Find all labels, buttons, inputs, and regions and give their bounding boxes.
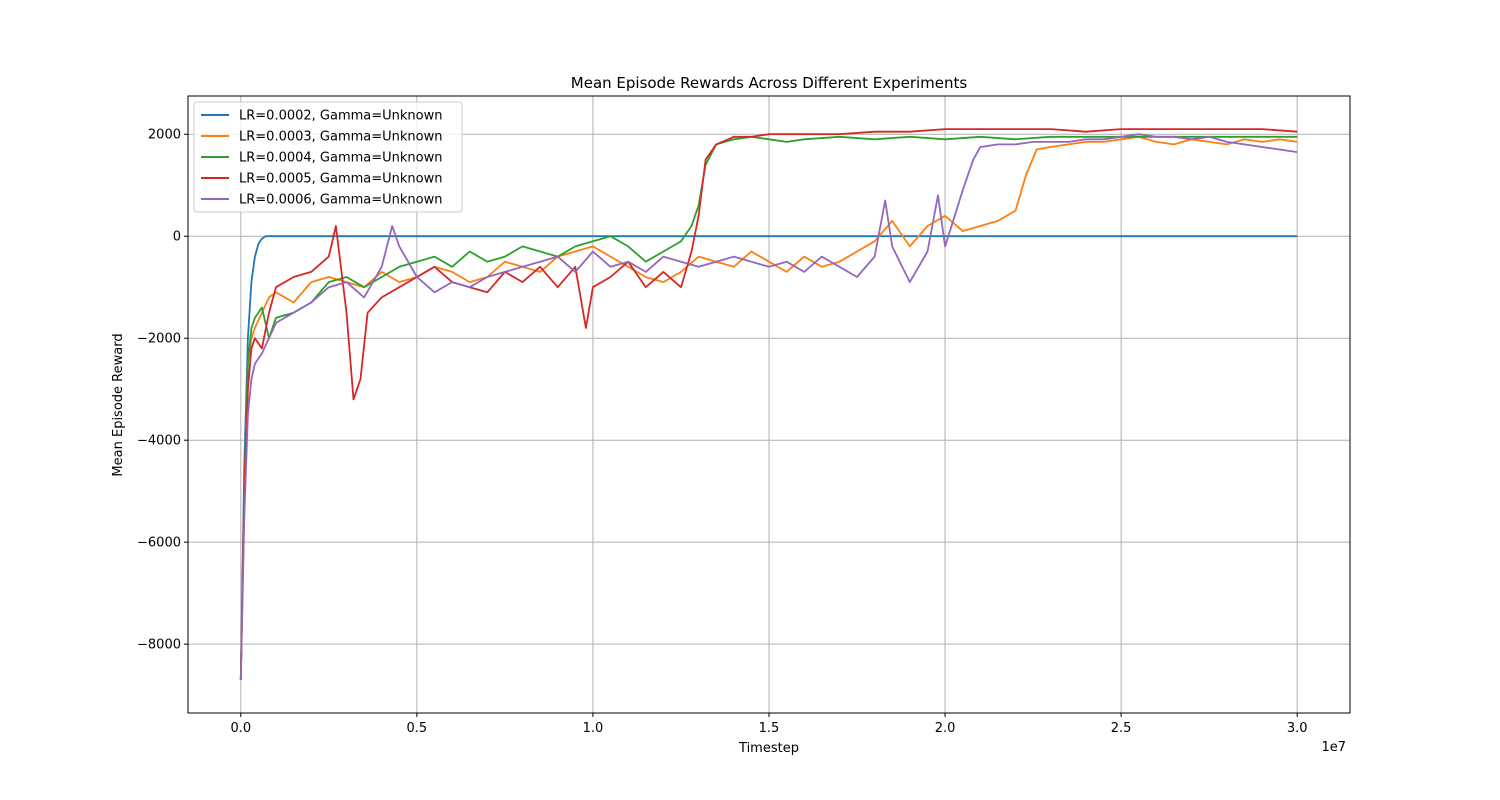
x-tick-label: 0.5 (407, 721, 428, 736)
x-tick-label: 1.5 (759, 721, 780, 736)
series-line-4 (239, 128, 1298, 680)
legend-box (193, 101, 463, 213)
y-tick-label: 2000 (148, 128, 181, 143)
x-tick-label: 2.5 (1111, 721, 1132, 736)
x-tick-label: 1.0 (583, 721, 604, 736)
y-tick-label: −2000 (137, 332, 181, 347)
legend: LR=0.0002, Gamma=Unknown LR=0.0003, Gamma… (193, 101, 463, 213)
grid-lines (188, 96, 1350, 713)
chart-title: Mean Episode Rewards Across Different Ex… (571, 74, 968, 92)
x-tick-label: 3.0 (1287, 721, 1308, 736)
y-tick-label: −6000 (137, 536, 181, 551)
legend-label-2: LR=0.0003, Gamma=Unknown (239, 130, 443, 145)
x-axis-label: Timestep (738, 741, 799, 756)
axis-ticks: 0.0 0.5 1.0 1.5 2.0 2.5 3.0 −8000 −6000 −4000 −200… (137, 128, 1308, 736)
y-axis-label: Mean Episode Reward (111, 333, 126, 476)
legend-label-1: LR=0.0002, Gamma=Unknown (239, 109, 443, 124)
legend-label-4: LR=0.0005, Gamma=Unknown (239, 172, 443, 187)
x-tick-label: 2.0 (935, 721, 956, 736)
x-tick-label: 0.0 (230, 721, 251, 736)
y-tick-label: 0 (173, 230, 181, 245)
plot-series (239, 128, 1298, 680)
legend-label-3: LR=0.0004, Gamma=Unknown (239, 151, 443, 166)
legend-label-5: LR=0.0006, Gamma=Unknown (239, 193, 443, 208)
y-tick-label: −4000 (137, 434, 181, 449)
series-line-1 (239, 235, 1298, 680)
series-line-5 (239, 133, 1298, 680)
y-tick-label: −8000 (137, 638, 181, 653)
x-axis-offset-label: 1e7 (1321, 740, 1346, 755)
legend-entries: LR=0.0002, Gamma=Unknown LR=0.0003, Gamma… (201, 109, 443, 208)
